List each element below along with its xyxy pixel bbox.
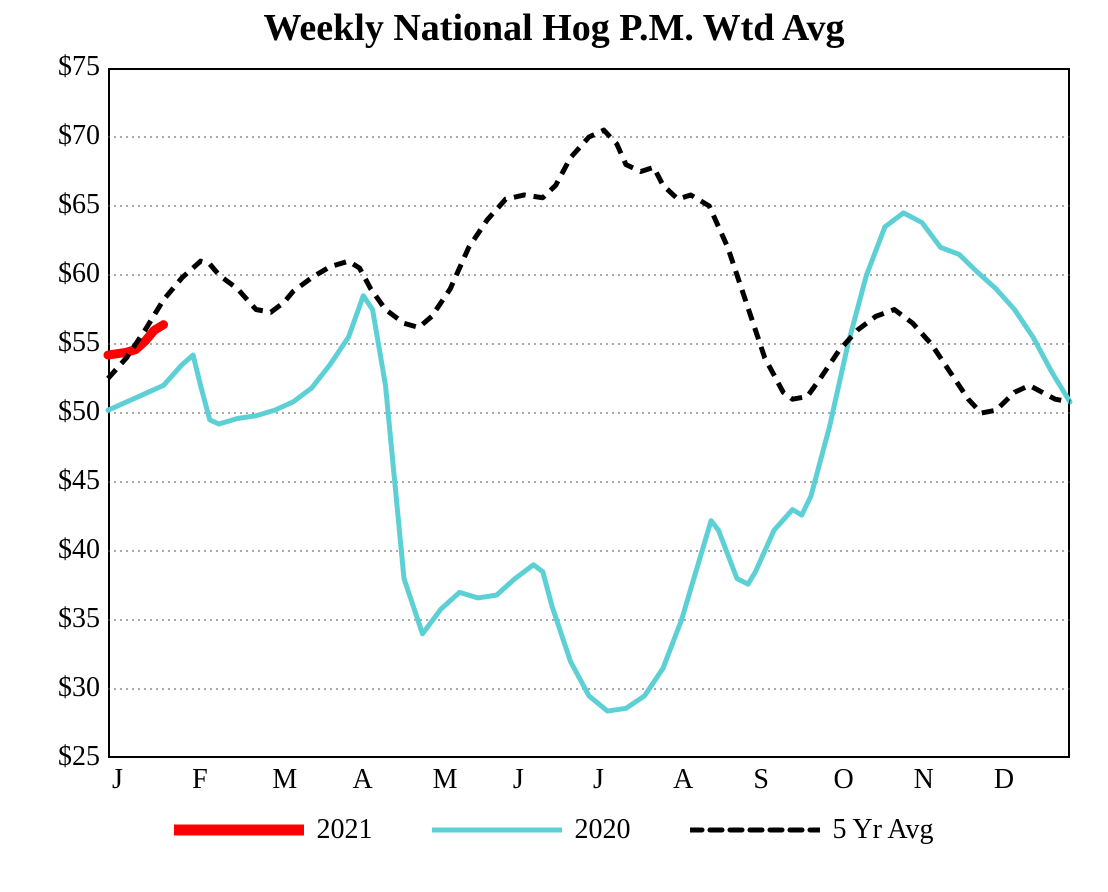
- y-tick-label: $50: [58, 396, 100, 428]
- series-5-yr-avg: [108, 130, 1070, 413]
- x-tick-label: A: [673, 764, 693, 796]
- y-tick-label: $60: [58, 258, 100, 290]
- chart-svg: [108, 68, 1070, 758]
- x-tick-label: J: [593, 764, 604, 796]
- legend-item-2021: 2021: [174, 814, 372, 846]
- x-tick-label: J: [112, 764, 123, 796]
- legend-item-2020: 2020: [432, 814, 630, 846]
- legend-label: 2020: [574, 814, 630, 846]
- x-tick-label: A: [353, 764, 373, 796]
- legend-swatch: [690, 818, 820, 842]
- y-tick-label: $25: [58, 741, 100, 773]
- x-tick-label: S: [753, 764, 769, 796]
- x-tick-label: J: [513, 764, 524, 796]
- y-tick-label: $45: [58, 465, 100, 497]
- y-tick-label: $40: [58, 534, 100, 566]
- y-tick-label: $30: [58, 672, 100, 704]
- chart-title: Weekly National Hog P.M. Wtd Avg: [0, 6, 1108, 50]
- x-tick-label: M: [272, 764, 297, 796]
- series-2020: [108, 213, 1070, 711]
- legend-label: 5 Yr Avg: [832, 814, 933, 846]
- y-tick-label: $70: [58, 120, 100, 152]
- x-tick-label: F: [192, 764, 208, 796]
- x-tick-label: D: [994, 764, 1014, 796]
- legend-label: 2021: [316, 814, 372, 846]
- legend-swatch: [174, 818, 304, 842]
- legend-item-5-yr-avg: 5 Yr Avg: [690, 814, 933, 846]
- chart-container: { "chart": { "type": "line", "title": "W…: [0, 0, 1108, 892]
- x-tick-label: M: [433, 764, 458, 796]
- y-tick-label: $35: [58, 603, 100, 635]
- legend-swatch: [432, 818, 562, 842]
- x-tick-label: O: [834, 764, 854, 796]
- x-tick-label: N: [914, 764, 934, 796]
- y-tick-label: $55: [58, 327, 100, 359]
- y-tick-label: $65: [58, 189, 100, 221]
- legend: 2021 2020 5 Yr Avg: [0, 814, 1108, 846]
- y-tick-label: $75: [58, 51, 100, 83]
